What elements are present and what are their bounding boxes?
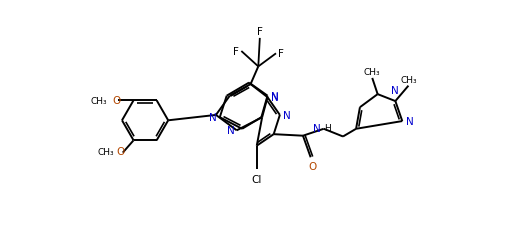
Text: O: O <box>112 96 120 106</box>
Text: N: N <box>406 116 414 126</box>
Text: Cl: Cl <box>252 174 262 184</box>
Text: CH₃: CH₃ <box>91 96 107 105</box>
Text: N: N <box>283 110 291 120</box>
Text: O: O <box>308 161 316 171</box>
Text: F: F <box>257 27 263 37</box>
Text: N: N <box>392 86 399 96</box>
Text: CH₃: CH₃ <box>98 147 115 156</box>
Text: F: F <box>278 49 284 59</box>
Text: N: N <box>313 123 320 133</box>
Text: N: N <box>209 113 217 123</box>
Text: CH₃: CH₃ <box>364 68 381 77</box>
Text: N: N <box>270 91 278 101</box>
Text: F: F <box>233 47 239 57</box>
Text: H: H <box>324 124 330 133</box>
Text: N: N <box>270 93 278 103</box>
Text: CH₃: CH₃ <box>400 76 417 85</box>
Text: O: O <box>117 146 125 156</box>
Text: N: N <box>227 126 234 136</box>
